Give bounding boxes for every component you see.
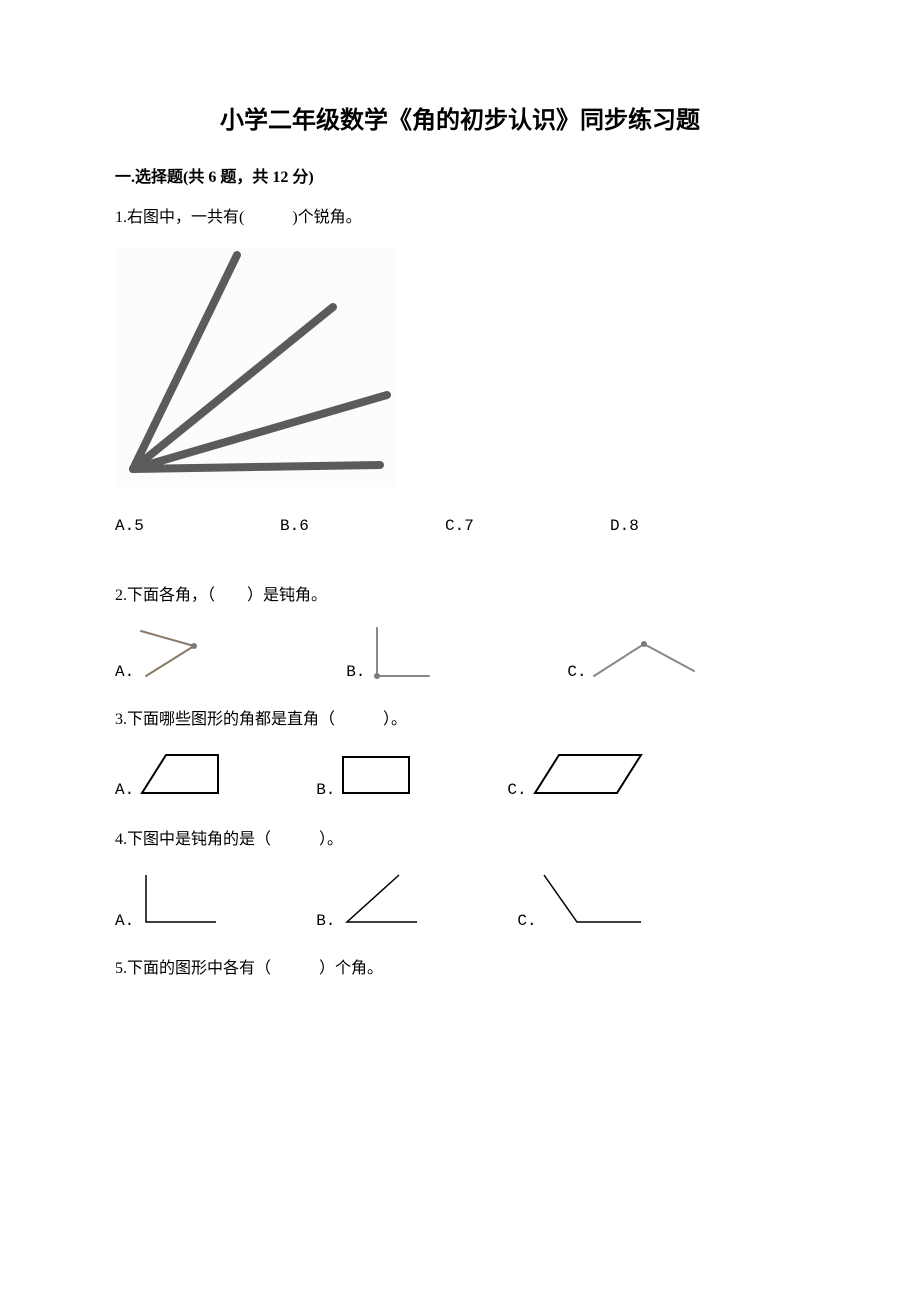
- question-2-options: A. B. C.: [115, 626, 805, 681]
- q2b-vertex: [374, 673, 380, 679]
- q2-angle-b-icon: [367, 626, 437, 681]
- q4-option-a: A.: [115, 870, 226, 930]
- q2a-line1: [141, 631, 194, 646]
- q3b-shape: [343, 757, 409, 793]
- q4a-shape: [146, 875, 216, 922]
- question-1-figure: [115, 247, 805, 492]
- q4-obtuse-angle-icon: [539, 870, 649, 930]
- q4-label-c: C.: [517, 912, 536, 930]
- q2-angle-c-icon: [589, 636, 699, 681]
- q3-rectangle-icon: [337, 749, 417, 799]
- question-4-text: 4.下图中是钝角的是（ ）。: [115, 829, 805, 851]
- angle-fan-figure: [115, 247, 395, 487]
- q1-option-b: B.6: [280, 517, 445, 535]
- q4-acute-angle-icon: [337, 870, 427, 930]
- q1-option-c: C.7: [445, 517, 610, 535]
- question-1-text: 1.右图中，一共有( )个锐角。: [115, 207, 805, 229]
- question-3-text: 3.下面哪些图形的角都是直角（ ）。: [115, 709, 805, 731]
- q3a-shape: [142, 755, 218, 793]
- q2a-vertex: [191, 643, 197, 649]
- q3-trapezoid-icon: [136, 749, 226, 799]
- question-2-text: 2.下面各角，（ ）是钝角。: [115, 585, 805, 607]
- q2a-line2: [146, 646, 194, 676]
- q3-label-a: A.: [115, 781, 134, 799]
- q1-option-d: D.8: [610, 517, 730, 535]
- question-5-text: 5.下面的图形中各有（ ）个角。: [115, 958, 805, 980]
- q2c-line1: [594, 644, 644, 676]
- q2-option-b: B.: [346, 626, 437, 681]
- q1-option-a: A.5: [115, 517, 280, 535]
- q4-label-b: B.: [316, 912, 335, 930]
- q3-label-b: B.: [316, 781, 335, 799]
- q2-option-a: A.: [115, 626, 216, 681]
- q3-rhombus-icon: [529, 749, 649, 799]
- q2c-line2: [644, 644, 694, 671]
- q4-option-c: C.: [517, 870, 648, 930]
- q4-option-b: B.: [316, 870, 427, 930]
- q2c-vertex: [641, 641, 647, 647]
- q3-option-c: C.: [507, 749, 648, 799]
- question-1-options: A.5 B.6 C.7 D.8: [115, 517, 805, 535]
- q3c-shape: [535, 755, 641, 793]
- q2-label-a: A.: [115, 663, 134, 681]
- q3-label-c: C.: [507, 781, 526, 799]
- section-header: 一.选择题(共 6 题，共 12 分): [115, 163, 805, 187]
- q2-label-c: C.: [567, 663, 586, 681]
- q4b-shape: [347, 875, 417, 922]
- question-4-options: A. B. C.: [115, 870, 805, 930]
- q2-option-c: C.: [567, 636, 698, 681]
- q4-right-angle-icon: [136, 870, 226, 930]
- ray-4: [133, 465, 380, 469]
- q4c-shape: [544, 875, 641, 922]
- q2-angle-a-icon: [136, 626, 216, 681]
- document-title: 小学二年级数学《角的初步认识》同步练习题: [115, 100, 805, 135]
- question-3-options: A. B. C.: [115, 749, 805, 799]
- q3-option-a: A.: [115, 749, 226, 799]
- q4-label-a: A.: [115, 912, 134, 930]
- q3-option-b: B.: [316, 749, 417, 799]
- q2-label-b: B.: [346, 663, 365, 681]
